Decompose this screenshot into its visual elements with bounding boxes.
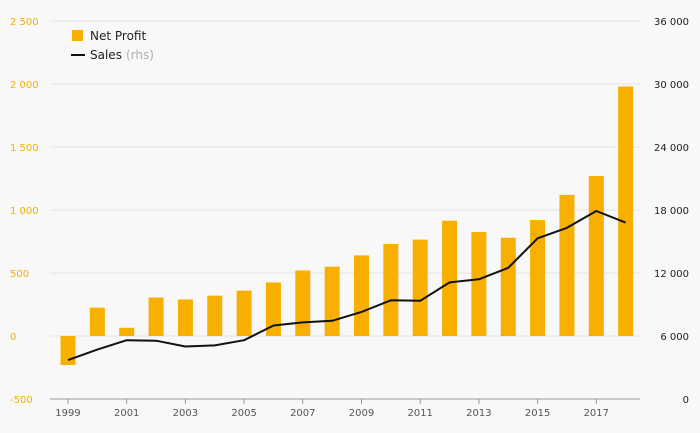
legend-sales-suffix: (rhs) [126,48,154,62]
net-profit-bar [148,297,164,336]
legend-net-profit-label: Net Profit [90,29,146,43]
right-axis-tick-label: 6 000 [660,332,689,343]
net-profit-bar [412,239,428,336]
x-axis-tick-label: 2003 [173,408,198,419]
net-profit-bar [442,220,458,336]
legend-sales-name: Sales [90,48,122,62]
left-axis-tick-label: -500 [10,395,33,406]
right-axis-tick-label: 12 000 [654,269,689,280]
net-profit-bar [324,266,340,336]
net-profit-bar [618,86,634,337]
x-axis-tick-label: 2001 [114,408,139,419]
legend-sales-label: Sales (rhs) [90,48,154,62]
x-axis-tick-label: 2015 [525,408,550,419]
net-profit-bar [383,244,399,336]
net-profit-bar [119,327,135,336]
net-profit-bar [500,237,516,336]
right-axis-tick-label: 24 000 [654,143,689,154]
right-axis-tick-label: 0 [683,395,689,406]
left-axis-tick-label: 1 000 [10,206,39,217]
right-axis-tick-label: 30 000 [654,80,689,91]
net-profit-bar [177,299,193,336]
right-axis-tick-label: 18 000 [654,206,689,217]
net-profit-bar [60,336,76,365]
net-profit-bar [89,307,105,336]
net-profit-bar [354,255,369,336]
x-axis-tick-label: 2013 [466,408,491,419]
left-axis-tick-label: 0 [10,332,16,343]
net-profit-bar [559,194,575,336]
net-profit-bar [236,290,252,336]
axes: -500 0 500 1 000 1 500 2 000 2 500 0 6 000 12 000… [10,17,689,419]
left-axis-tick-label: 2 000 [10,80,39,91]
x-axis-tick-label: 2005 [231,408,256,419]
net-profit-bar [471,232,487,336]
x-axis-tick-label: 2017 [584,408,609,419]
legend: Net Profit Sales (rhs) [71,29,154,62]
x-axis-tick-label: 1999 [55,408,80,419]
gridlines [50,20,640,337]
left-axis-tick-label: 500 [10,269,29,280]
x-axis-tick-label: 2011 [407,408,432,419]
legend-net-profit-swatch [72,30,83,41]
left-axis-tick-label: 1 500 [10,143,39,154]
x-axis-tick-label: 2009 [349,408,374,419]
right-axis-tick-label: 36 000 [654,17,689,28]
net-profit-bar [295,270,311,336]
net-profit-bar [588,175,604,336]
net-profit-bar [530,220,546,336]
net-profit-bar [265,282,281,336]
net-profit-bar [207,295,223,336]
net-profit-bars [60,86,634,365]
left-axis-tick-label: 2 500 [10,17,39,28]
sales-line-layer [67,210,626,362]
sales-line [67,210,626,362]
x-axis-tick-label: 2007 [290,408,315,419]
